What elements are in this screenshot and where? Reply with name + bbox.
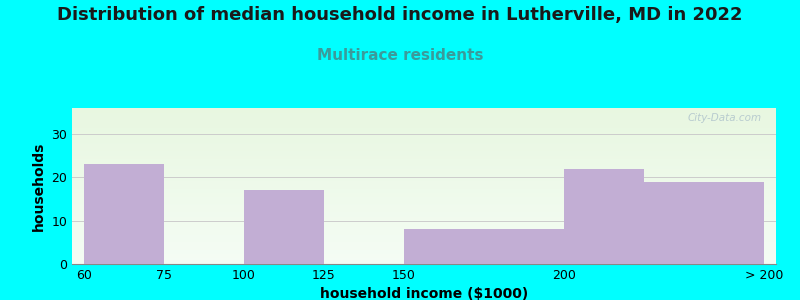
- Bar: [644, 182, 764, 264]
- Bar: [84, 164, 164, 264]
- Bar: [404, 229, 564, 264]
- X-axis label: household income ($1000): household income ($1000): [320, 287, 528, 300]
- Text: Multirace residents: Multirace residents: [317, 48, 483, 63]
- Bar: [564, 169, 644, 264]
- Text: City-Data.com: City-Data.com: [688, 113, 762, 123]
- Y-axis label: households: households: [32, 141, 46, 231]
- Bar: [244, 190, 324, 264]
- Text: Distribution of median household income in Lutherville, MD in 2022: Distribution of median household income …: [58, 6, 742, 24]
